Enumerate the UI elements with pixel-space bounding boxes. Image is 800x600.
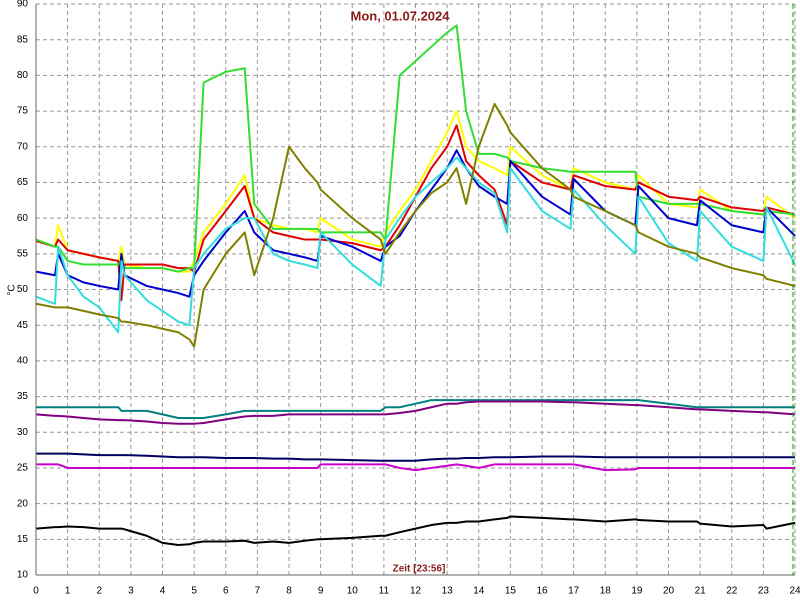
- x-tick-label: 20: [663, 586, 675, 597]
- x-tick-label: 5: [191, 586, 197, 597]
- x-tick-label: 9: [318, 586, 324, 597]
- y-tick-label: 75: [17, 106, 29, 117]
- y-tick-label: 90: [17, 0, 29, 10]
- x-tick-label: 0: [33, 586, 39, 597]
- y-tick-label: 30: [17, 427, 29, 438]
- x-tick-label: 23: [758, 586, 770, 597]
- series-line: [35, 156, 796, 334]
- x-tick-label: 11: [379, 586, 390, 597]
- x-tick-label: 21: [695, 586, 707, 597]
- x-tick-label: 2: [96, 586, 102, 597]
- x-tick-label: 22: [726, 586, 738, 597]
- chart-title: Mon, 01.07.2024: [351, 8, 451, 23]
- y-tick-label: 65: [17, 177, 29, 188]
- y-tick-label: 15: [17, 534, 29, 545]
- lines: [35, 24, 796, 547]
- series-line: [35, 102, 796, 348]
- x-tick-label: 4: [160, 586, 166, 597]
- y-tick-label: 70: [17, 141, 29, 152]
- y-axis-label: °C: [7, 284, 18, 295]
- x-tick-label: 8: [286, 586, 292, 597]
- x-tick-label: 18: [600, 586, 612, 597]
- series-line: [35, 24, 796, 273]
- x-tick-label: 10: [347, 586, 359, 597]
- x-tick-label: 12: [410, 586, 422, 597]
- series-line: [36, 463, 795, 472]
- x-tick-label: 7: [255, 586, 261, 597]
- x-tick-label: 16: [536, 586, 548, 597]
- y-tick-label: 55: [17, 248, 29, 259]
- series-line: [35, 400, 796, 425]
- x-tick-label: 24: [789, 586, 800, 597]
- series-line: [36, 452, 795, 462]
- x-tick-label: 15: [505, 586, 517, 597]
- y-tick-label: 60: [17, 213, 29, 224]
- series-line: [35, 515, 796, 547]
- x-tick-label: 6: [223, 586, 229, 597]
- y-tick-label: 45: [17, 320, 29, 331]
- x-tick-label: 3: [128, 586, 134, 597]
- x-tick-label: 13: [442, 586, 454, 597]
- series-line: [36, 399, 795, 419]
- x-tick-label: 14: [473, 586, 485, 597]
- y-tick-label: 40: [17, 356, 29, 367]
- y-tick-label: 20: [17, 498, 29, 509]
- x-tick-label: 1: [65, 586, 71, 597]
- y-tick-label: 10: [17, 570, 29, 581]
- y-tick-label: 85: [17, 34, 29, 45]
- y-tick-label: 80: [17, 70, 29, 81]
- x-tick-label: 17: [568, 586, 580, 597]
- series-line: [35, 124, 796, 302]
- y-tick-label: 25: [17, 463, 29, 474]
- x-tick-label: 19: [631, 586, 643, 597]
- y-tick-label: 50: [17, 284, 29, 295]
- x-axis-label: Zeit [23:56]: [393, 564, 446, 575]
- y-tick-label: 35: [17, 391, 29, 402]
